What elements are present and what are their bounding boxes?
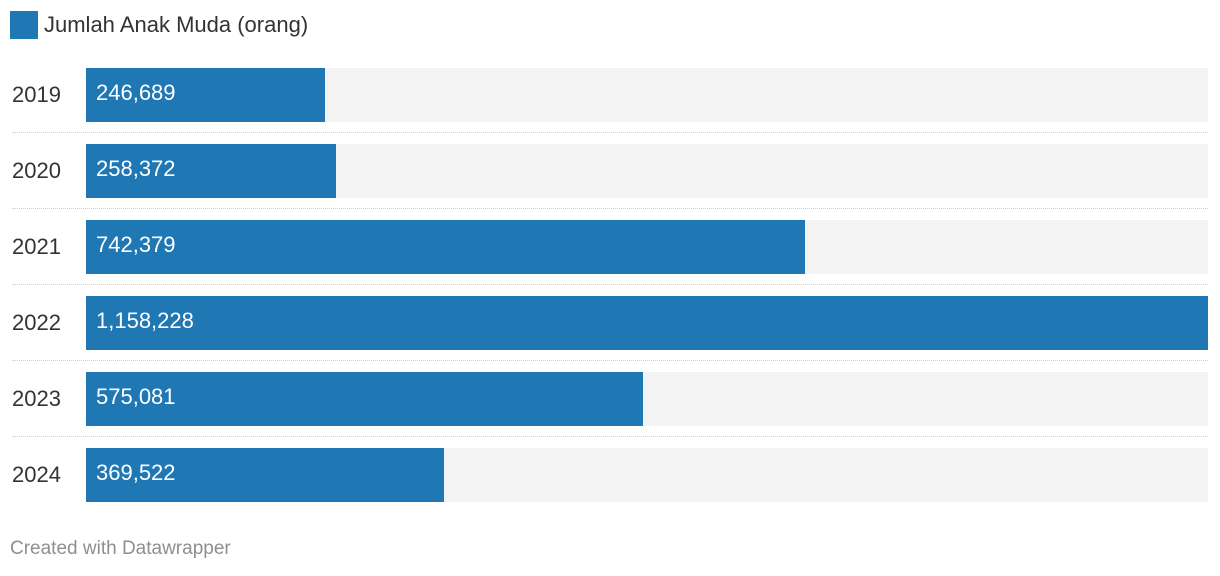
bar bbox=[86, 220, 805, 274]
category-label: 2022 bbox=[12, 310, 61, 335]
bar-value-label: 246,689 bbox=[96, 80, 176, 105]
row-divider bbox=[12, 436, 1208, 437]
bar-value-label: 369,522 bbox=[96, 460, 176, 485]
bar-row-2021: 2021 742,379 bbox=[0, 220, 1220, 274]
bar-value-label: 742,379 bbox=[96, 232, 176, 257]
footer-credit: Created with Datawrapper bbox=[10, 538, 231, 559]
bar-track bbox=[86, 448, 1208, 502]
legend-swatch bbox=[10, 11, 38, 39]
bar-value-label: 258,372 bbox=[96, 156, 176, 181]
bar bbox=[86, 372, 643, 426]
row-divider bbox=[12, 208, 1208, 209]
category-label: 2021 bbox=[12, 234, 61, 259]
bar bbox=[86, 296, 1208, 350]
bar-track bbox=[86, 372, 1208, 426]
category-label: 2020 bbox=[12, 158, 61, 183]
legend-label: Jumlah Anak Muda (orang) bbox=[44, 12, 309, 37]
bar-row-2022: 2022 1,158,228 bbox=[0, 296, 1220, 350]
bar-row-2024: 2024 369,522 bbox=[0, 448, 1220, 502]
row-divider bbox=[12, 360, 1208, 361]
bar-row-2020: 2020 258,372 bbox=[0, 144, 1220, 198]
bar-track bbox=[86, 296, 1208, 350]
chart-legend: Jumlah Anak Muda (orang) bbox=[10, 10, 308, 40]
bar-value-label: 1,158,228 bbox=[96, 308, 194, 333]
bar bbox=[86, 448, 444, 502]
bar-track bbox=[86, 68, 1208, 122]
bar bbox=[86, 68, 325, 122]
bar-track bbox=[86, 144, 1208, 198]
category-label: 2023 bbox=[12, 386, 61, 411]
bar-row-2023: 2023 575,081 bbox=[0, 372, 1220, 426]
row-divider bbox=[12, 284, 1208, 285]
bar bbox=[86, 144, 336, 198]
category-label: 2019 bbox=[12, 82, 61, 107]
category-label: 2024 bbox=[12, 462, 61, 487]
bar-row-2019: 2019 246,689 bbox=[0, 68, 1220, 122]
bar-track bbox=[86, 220, 1208, 274]
bar-value-label: 575,081 bbox=[96, 384, 176, 409]
row-divider bbox=[12, 132, 1208, 133]
